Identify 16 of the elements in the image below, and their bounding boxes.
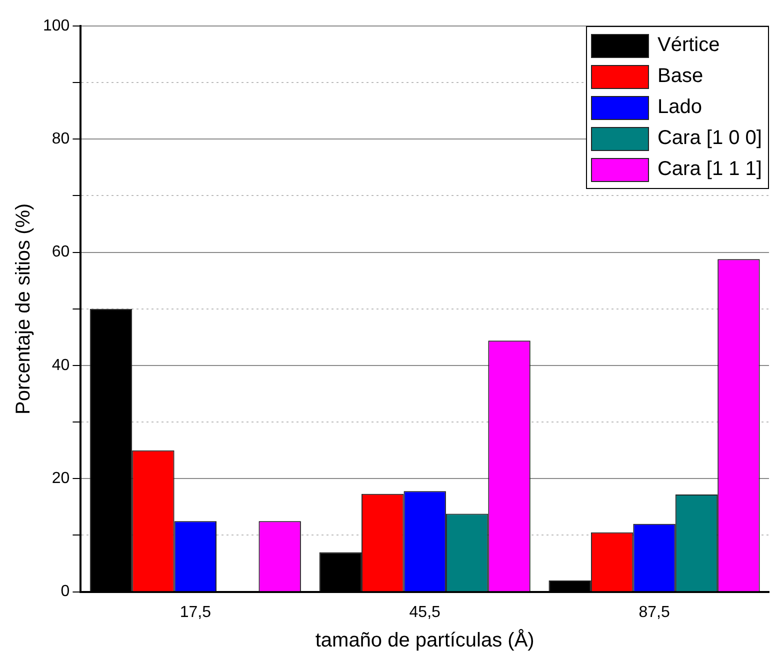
legend-label: Cara [1 0 0]: [657, 127, 762, 150]
x-axis-title: tamaño de partículas (Å): [315, 628, 534, 652]
y-tick-label: 40: [52, 356, 70, 374]
legend-label: Cara [1 1 1]: [657, 158, 762, 181]
x-tick-label: 87,5: [638, 604, 670, 621]
x-tick-label: 45,5: [409, 604, 441, 621]
x-tick-label: 17,5: [180, 604, 212, 621]
y-axis-title: Porcentaje de sitios (%): [12, 203, 35, 414]
y-tick-label: 20: [52, 470, 70, 488]
legend-label: Vértice: [657, 34, 720, 57]
y-tick-label: 60: [52, 244, 70, 261]
y-tick-label: 80: [52, 130, 70, 148]
y-tick-label: 100: [42, 17, 70, 34]
legend-label: Lado: [657, 96, 702, 119]
y-tick-label: 0: [60, 583, 70, 600]
legend-label: Base: [657, 65, 704, 88]
